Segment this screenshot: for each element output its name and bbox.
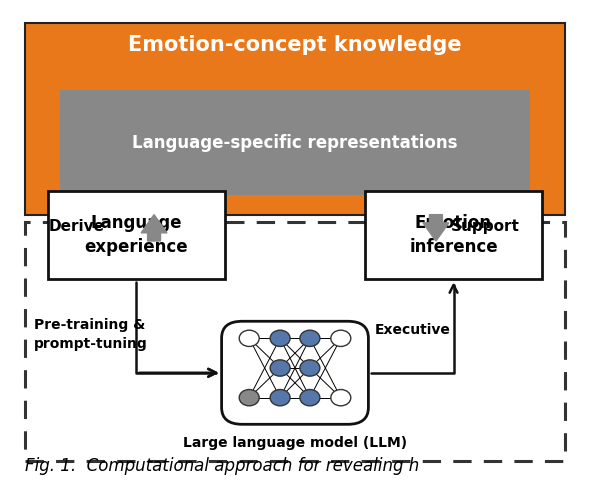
Polygon shape	[423, 214, 449, 241]
Circle shape	[331, 389, 351, 406]
Circle shape	[239, 389, 259, 406]
Text: Pre-training &: Pre-training &	[34, 318, 145, 332]
Text: Large language model (LLM): Large language model (LLM)	[183, 436, 407, 450]
FancyBboxPatch shape	[365, 191, 542, 280]
Circle shape	[300, 330, 320, 347]
Text: Emotion-concept knowledge: Emotion-concept knowledge	[128, 35, 462, 54]
Circle shape	[239, 330, 259, 347]
Text: Executive: Executive	[374, 322, 450, 336]
Polygon shape	[141, 214, 167, 241]
Text: Language: Language	[91, 214, 182, 232]
Circle shape	[270, 330, 290, 347]
Circle shape	[331, 330, 351, 347]
FancyBboxPatch shape	[60, 90, 530, 196]
Text: Emotion: Emotion	[415, 214, 492, 232]
FancyBboxPatch shape	[222, 321, 368, 424]
Circle shape	[270, 389, 290, 406]
FancyBboxPatch shape	[48, 191, 225, 280]
Circle shape	[300, 389, 320, 406]
Text: inference: inference	[409, 238, 498, 256]
Text: Derive: Derive	[48, 219, 104, 234]
Circle shape	[270, 360, 290, 376]
Text: Fig. 1.  Computational approach for revealing h: Fig. 1. Computational approach for revea…	[25, 457, 419, 475]
Text: prompt-tuning: prompt-tuning	[34, 337, 148, 351]
FancyBboxPatch shape	[25, 23, 565, 214]
Text: experience: experience	[84, 238, 188, 256]
Text: Language-specific representations: Language-specific representations	[132, 134, 458, 152]
Text: Support: Support	[451, 219, 519, 234]
Circle shape	[300, 360, 320, 376]
